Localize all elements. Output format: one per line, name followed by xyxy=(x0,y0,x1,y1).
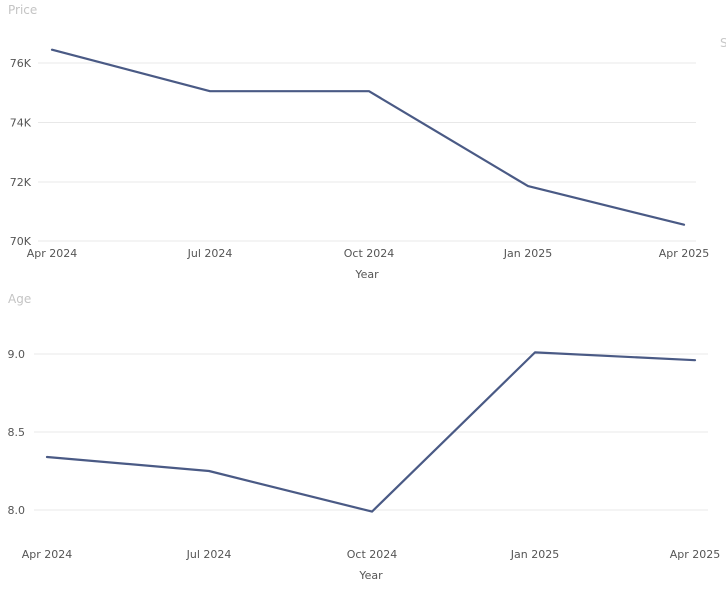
price-x-tick-0: Apr 2024 xyxy=(27,247,78,260)
age-x-tick-0: Apr 2024 xyxy=(22,548,73,561)
legend-fragment: S xyxy=(720,36,726,50)
price-x-axis-title: Year xyxy=(354,268,379,281)
price-y-tick-1: 72K xyxy=(10,176,32,189)
price-series-line xyxy=(50,48,686,226)
price-x-tick-2: Oct 2024 xyxy=(344,247,395,260)
age-x-tick-3: Jan 2025 xyxy=(510,548,559,561)
age-chart: Age 8.0 8.5 9.0 Apr 2024 Jul 2024 Oct 20… xyxy=(8,292,721,582)
age-x-tick-2: Oct 2024 xyxy=(347,548,398,561)
price-x-tick-4: Apr 2025 xyxy=(659,247,710,260)
price-y-tick-0: 70K xyxy=(10,235,32,248)
price-x-tick-3: Jan 2025 xyxy=(503,247,552,260)
age-x-tick-1: Jul 2024 xyxy=(186,548,232,561)
price-chart: Price S 70K 72K 74K 76K Apr 2024 Jul 202… xyxy=(8,3,726,281)
age-y-tick-1: 8.5 xyxy=(8,426,26,439)
age-x-tick-4: Apr 2025 xyxy=(670,548,721,561)
age-x-axis-title: Year xyxy=(358,569,383,582)
age-y-tick-0: 8.0 xyxy=(8,504,26,517)
price-y-axis-title: Price xyxy=(8,3,37,17)
price-y-tick-2: 74K xyxy=(10,117,32,130)
age-y-tick-2: 9.0 xyxy=(8,348,26,361)
price-x-tick-1: Jul 2024 xyxy=(187,247,233,260)
price-y-tick-3: 76K xyxy=(10,57,32,70)
age-y-axis-title: Age xyxy=(8,292,31,306)
